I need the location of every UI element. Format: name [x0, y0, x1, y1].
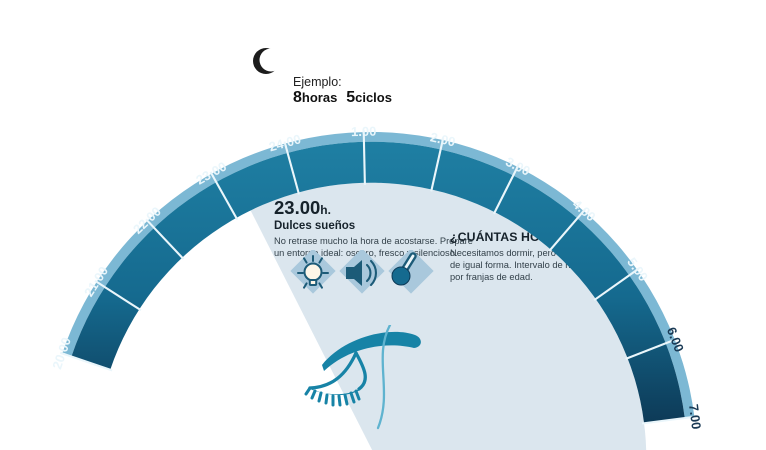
svg-text:7.00: 7.00 — [686, 403, 704, 430]
svg-text:1.00: 1.00 — [351, 124, 377, 140]
